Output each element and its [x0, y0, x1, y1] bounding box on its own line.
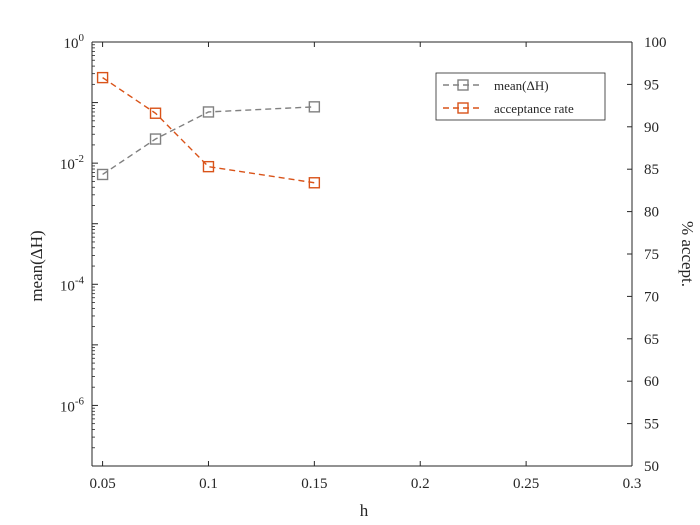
legend-marker-acceptance-rate [457, 102, 469, 114]
left-tick-label: 10-6 [60, 395, 85, 415]
right-tick-label: 90 [644, 120, 659, 136]
left-axis-title: mean(ΔH) [27, 230, 46, 301]
data-point-acceptance-rate [202, 160, 215, 173]
x-tick-label: 0.25 [513, 476, 539, 492]
legend-label-acceptance-rate: acceptance rate [494, 101, 574, 116]
right-tick-label: 50 [644, 459, 659, 475]
x-tick-label: 0.3 [623, 476, 642, 492]
right-tick-label: 100 [644, 35, 667, 51]
data-point-acceptance-rate [149, 107, 162, 119]
legend-marker-mean-dh [457, 79, 469, 91]
right-tick-label: 55 [644, 417, 659, 433]
right-tick-label: 60 [644, 374, 659, 390]
data-point-mean-dh [149, 133, 162, 145]
x-tick-label: 0.05 [89, 476, 115, 492]
left-axis-ticks: 100 10-2 10-4 10-6 [60, 32, 98, 467]
x-tick-label: 0.2 [411, 476, 430, 492]
right-tick-label: 85 [644, 162, 659, 178]
x-tick-label: 0.1 [199, 476, 218, 492]
series-line-mean-dh [102, 106, 315, 176]
right-tick-label: 95 [644, 77, 659, 93]
x-tick-label: 0.15 [301, 476, 327, 492]
left-tick-label: 100 [64, 32, 85, 52]
legend: mean(ΔH) acceptance rate [435, 72, 606, 121]
data-point-acceptance-rate [96, 71, 109, 84]
legend-box [435, 72, 606, 121]
x-axis-title: h [360, 501, 369, 520]
data-point-acceptance-rate [308, 177, 321, 189]
data-point-mean-dh [96, 168, 109, 181]
right-tick-label: 75 [644, 247, 659, 263]
legend-entry-acceptance-rate: acceptance rate [443, 101, 574, 116]
right-axis-title: % accept. [678, 221, 697, 287]
x-axis-ticks: 0.05 0.1 0.15 0.2 0.25 0.3 [89, 42, 641, 492]
right-tick-label: 65 [644, 332, 659, 348]
series-layer [96, 71, 321, 189]
plot-frame [91, 41, 633, 467]
right-tick-label: 80 [644, 205, 659, 221]
legend-entry-mean-dh: mean(ΔH) [443, 78, 549, 93]
left-tick-label: 10-4 [60, 274, 85, 294]
left-tick-label: 10-2 [60, 153, 84, 173]
series-line-acceptance-rate [102, 77, 315, 184]
data-point-mean-dh [202, 106, 215, 118]
right-tick-label: 70 [644, 289, 659, 305]
data-point-mean-dh [308, 101, 321, 113]
right-axis-ticks: 50 55 60 65 70 75 80 85 90 95 100 [627, 35, 667, 475]
legend-label-mean-dh: mean(ΔH) [494, 78, 549, 93]
